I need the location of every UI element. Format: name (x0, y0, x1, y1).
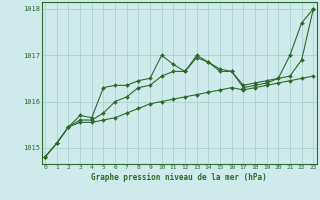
X-axis label: Graphe pression niveau de la mer (hPa): Graphe pression niveau de la mer (hPa) (91, 173, 267, 182)
